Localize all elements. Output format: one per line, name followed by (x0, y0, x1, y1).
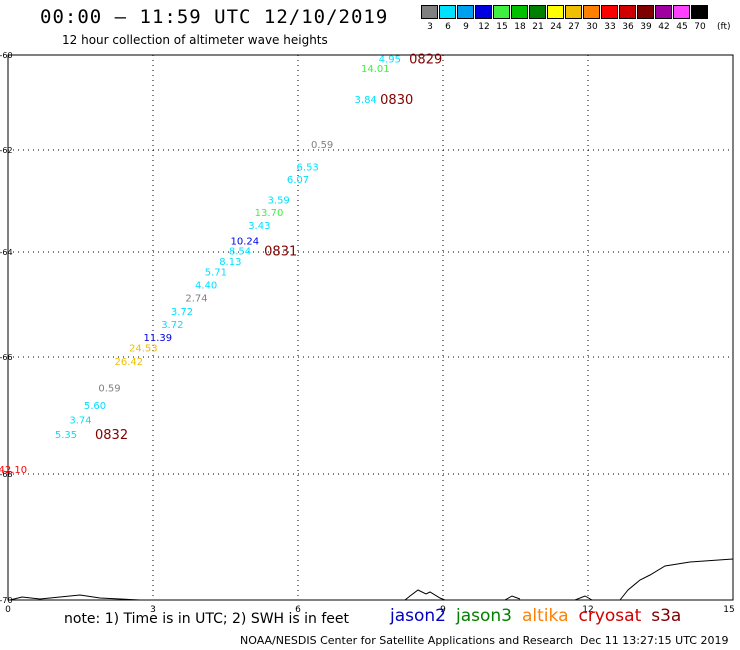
data-point-label: 26.42 (115, 357, 144, 368)
y-tick-label: -68 (0, 470, 13, 479)
units-label: (ft) (717, 22, 731, 32)
data-point-label: 3.72 (161, 320, 183, 331)
color-scale-swatch (619, 5, 636, 19)
data-point-label: 8.54 (229, 246, 251, 257)
color-scale-label: 12 (478, 22, 490, 32)
data-point-label: 24.53 (129, 344, 158, 355)
data-point-label: 8.13 (219, 257, 241, 268)
y-tick-label: -60 (0, 51, 13, 60)
color-scale-label: 3 (427, 22, 433, 32)
color-scale-label: 33 (604, 22, 616, 32)
color-scale-swatch (493, 5, 510, 19)
data-point-label: 0.59 (311, 140, 333, 151)
color-scale-swatch (421, 5, 438, 19)
credit-text: NOAA/NESDIS Center for Satellite Applica… (240, 634, 574, 647)
color-scale-swatch (601, 5, 618, 19)
color-scale (421, 5, 709, 19)
generation-timestamp: Dec 11 13:27:15 UTC 2019 (580, 634, 729, 647)
y-tick-label: -62 (0, 146, 13, 155)
color-scale-swatch (565, 5, 582, 19)
satellite-altika: altika (522, 606, 569, 626)
data-point-label: 4.40 (195, 281, 217, 292)
data-point-label: 3.74 (69, 415, 91, 426)
color-scale-labels: 3 6 9 12 15 18 21 24 27 30 33 36 39 42 45 70 (421, 22, 709, 32)
x-tick-label: 15 (723, 605, 734, 615)
y-tick-label: -66 (0, 353, 13, 362)
x-tick-label: 12 (582, 605, 593, 615)
satellite-legend: jason2 jason3 altika cryosat s3a (390, 606, 691, 626)
data-point-label: 5.60 (84, 401, 106, 412)
time-annotation: 0830 (380, 93, 413, 108)
y-tick-label: -64 (0, 248, 13, 257)
data-point-label: 5.35 (55, 430, 77, 441)
color-scale-label: 45 (676, 22, 688, 32)
data-point-label: 14.01 (361, 64, 390, 75)
data-point-label: 42.10 (0, 465, 27, 476)
color-scale-label: 36 (622, 22, 634, 32)
data-point-label: 5.71 (205, 267, 227, 278)
color-scale-label: 27 (568, 22, 580, 32)
data-point-label: 0.59 (98, 383, 120, 394)
satellite-s3a: s3a (651, 606, 682, 626)
data-point-label: 6.53 (297, 162, 319, 173)
color-scale-swatch (439, 5, 456, 19)
data-point-label: 13.70 (255, 208, 284, 219)
color-scale-swatch (637, 5, 654, 19)
color-scale-label: 18 (514, 22, 526, 32)
color-scale-swatch (673, 5, 690, 19)
time-annotation: 0831 (264, 244, 297, 259)
satellite-cryosat: cryosat (578, 606, 642, 626)
color-scale-label: 30 (586, 22, 598, 32)
color-scale-label: 15 (496, 22, 508, 32)
chart-title: 00:00 – 11:59 UTC 12/10/2019 (40, 6, 389, 28)
color-scale-swatch (457, 5, 474, 19)
time-annotation: 0832 (95, 428, 128, 443)
data-point-label: 11.39 (144, 333, 173, 344)
color-scale-label: 24 (550, 22, 562, 32)
data-point-label: 3.72 (171, 307, 193, 318)
data-point-label: 6.07 (287, 175, 309, 186)
data-point-label: 3.84 (355, 95, 377, 106)
satellite-jason2: jason2 (390, 606, 446, 626)
color-scale-swatch (655, 5, 672, 19)
color-scale-swatch (547, 5, 564, 19)
chart-subtitle: 12 hour collection of altimeter wave hei… (62, 33, 328, 47)
data-point-label: 10.24 (231, 236, 260, 247)
coastline (9, 558, 734, 601)
color-scale-label: 42 (658, 22, 670, 32)
x-tick-label: 6 (295, 605, 301, 615)
color-scale-swatch (529, 5, 546, 19)
color-scale-swatch (475, 5, 492, 19)
color-scale-label: 39 (640, 22, 652, 32)
color-scale-swatch (511, 5, 528, 19)
x-tick-label: 0 (5, 605, 11, 615)
color-scale-label: 70 (694, 22, 706, 32)
x-tick-label: 9 (440, 605, 446, 615)
y-tick-label: -70 (0, 596, 13, 605)
satellite-jason3: jason3 (456, 606, 512, 626)
color-scale-label: 6 (445, 22, 451, 32)
color-scale-label: 21 (532, 22, 544, 32)
plot-frame (7, 54, 734, 601)
data-point-label: 2.74 (185, 294, 207, 305)
color-scale-swatch (583, 5, 600, 19)
time-annotation: 0829 (409, 52, 442, 67)
x-tick-label: 3 (150, 605, 156, 615)
data-point-label: 3.43 (248, 221, 270, 232)
color-scale-label: 9 (463, 22, 469, 32)
footer-note: note: 1) Time is in UTC; 2) SWH is in fe… (64, 611, 350, 627)
color-scale-swatch (691, 5, 708, 19)
data-point-label: 4.95 (379, 54, 401, 65)
data-point-label: 3.59 (268, 195, 290, 206)
